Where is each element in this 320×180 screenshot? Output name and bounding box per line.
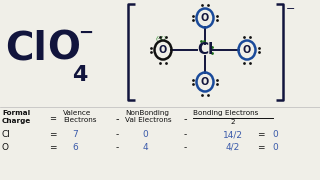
Text: 7: 7 [72,130,78,139]
Text: O: O [201,13,209,23]
Text: -: - [116,143,119,152]
Text: O: O [159,45,167,55]
Text: -: - [183,130,187,139]
Text: O: O [2,143,9,152]
Text: 0: 0 [272,130,278,139]
Text: =: = [257,143,265,152]
Text: O: O [201,77,209,87]
Text: =: = [50,114,57,123]
Text: (-1): (-1) [156,36,167,41]
Text: Cl: Cl [5,30,47,68]
Text: -: - [183,114,187,124]
Text: -: - [116,130,119,139]
Text: Cl: Cl [197,42,213,57]
Text: 4/2: 4/2 [226,143,240,152]
Text: 0: 0 [272,143,278,152]
Text: -: - [183,143,187,152]
Text: 6: 6 [72,143,78,152]
Text: −: − [286,4,295,14]
Text: Bonding Electrons: Bonding Electrons [193,110,258,116]
Text: Cl: Cl [2,130,11,139]
Text: Formal
Charge: Formal Charge [2,110,31,123]
Text: −: − [78,24,93,42]
Text: =: = [49,143,57,152]
Text: 2: 2 [231,119,235,125]
Text: 4: 4 [72,65,87,85]
Text: O: O [47,30,80,68]
Text: =: = [257,130,265,139]
Text: 0: 0 [142,130,148,139]
Text: =: = [49,130,57,139]
Text: 4: 4 [142,143,148,152]
Text: 14/2: 14/2 [223,130,243,139]
Text: Valence
Electrons: Valence Electrons [63,110,97,123]
Text: -: - [115,114,119,124]
Text: NonBonding
Val Electrons: NonBonding Val Electrons [125,110,172,123]
Text: O: O [243,45,251,55]
